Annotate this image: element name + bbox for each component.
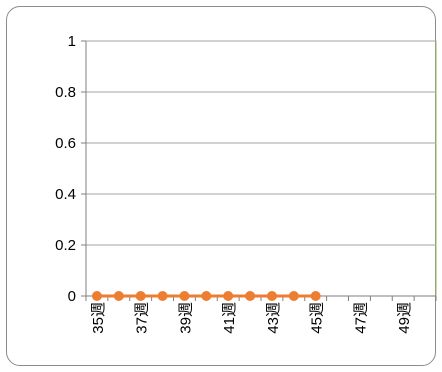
x-tick-label: 45週 xyxy=(309,302,326,334)
data-point xyxy=(91,291,102,301)
data-point xyxy=(266,291,277,301)
data-point xyxy=(201,291,212,301)
data-point xyxy=(157,291,168,301)
chart-frame xyxy=(6,6,436,366)
data-point xyxy=(113,291,124,301)
x-tick-label: 41週 xyxy=(221,302,238,334)
series-layer xyxy=(91,291,321,301)
x-tick-label: 49週 xyxy=(396,302,413,334)
y-tick-label: 0 xyxy=(68,288,76,305)
x-tick-label: 47週 xyxy=(352,302,369,334)
data-point xyxy=(135,291,146,301)
data-point xyxy=(223,291,234,301)
x-tick-label: 37週 xyxy=(134,302,151,334)
data-point xyxy=(179,291,190,301)
x-tick-label: 39週 xyxy=(177,302,194,334)
x-axis-ticks: 35週 37週 39週 41週 43週 45週 47週 49週 xyxy=(90,302,413,334)
y-tick-label: 0.2 xyxy=(55,237,76,254)
plot-area-border xyxy=(85,40,437,297)
x-tick-label: 35週 xyxy=(90,302,107,334)
plot-area xyxy=(85,40,437,297)
y-tick-label: 0.8 xyxy=(55,84,76,101)
y-tick-label: 0.4 xyxy=(55,186,76,203)
x-tick-label: 43週 xyxy=(265,302,282,334)
data-point xyxy=(245,291,256,301)
y-tick-label: 0.6 xyxy=(55,135,76,152)
data-point xyxy=(288,291,299,301)
data-point xyxy=(310,291,321,301)
gridlines xyxy=(81,40,437,301)
y-tick-label: 1 xyxy=(68,33,76,50)
y-axis-ticks: 0 0.2 0.4 0.6 0.8 1 xyxy=(55,33,76,305)
